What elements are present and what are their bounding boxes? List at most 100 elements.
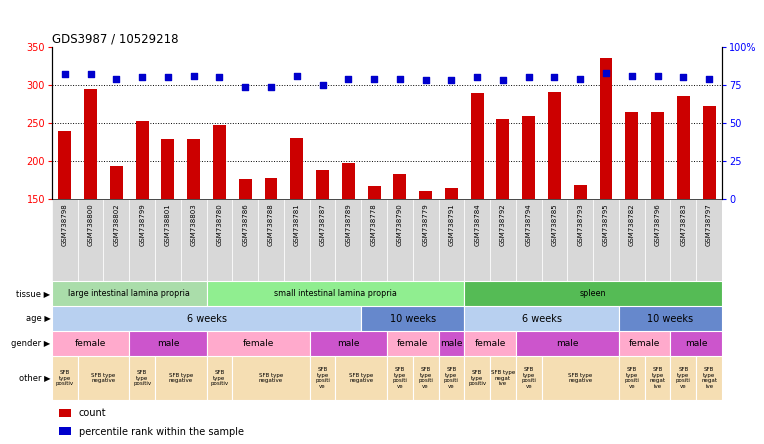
Point	[85, 71, 97, 78]
Point	[600, 69, 612, 76]
Bar	[136, 121, 148, 313]
Text: SFB
type
negat
ive: SFB type negat ive	[649, 367, 665, 389]
Text: GSM738780: GSM738780	[216, 203, 222, 246]
Point	[290, 72, 303, 79]
Bar	[619, 199, 645, 281]
Text: GSM738798: GSM738798	[62, 203, 68, 246]
Point	[497, 77, 509, 84]
Bar	[490, 199, 516, 281]
Bar	[59, 409, 71, 417]
Bar	[316, 170, 329, 313]
Text: GSM738794: GSM738794	[526, 203, 532, 246]
Bar	[619, 356, 645, 400]
Bar	[497, 119, 510, 313]
Bar	[78, 199, 103, 281]
Text: GSM738783: GSM738783	[680, 203, 686, 246]
Bar	[58, 131, 71, 313]
Bar	[490, 356, 516, 400]
Text: GSM738803: GSM738803	[191, 203, 196, 246]
Bar	[387, 199, 413, 281]
Point	[368, 75, 380, 83]
Bar	[465, 281, 722, 306]
Point	[703, 75, 715, 83]
Bar	[696, 199, 722, 281]
Text: SFB type
negative: SFB type negative	[92, 373, 115, 384]
Bar	[465, 306, 619, 331]
Bar	[619, 331, 671, 356]
Text: SFB
type
negat
ive: SFB type negat ive	[701, 367, 717, 389]
Text: female: female	[474, 339, 506, 348]
Text: spleen: spleen	[580, 289, 607, 298]
Text: 6 weeks: 6 weeks	[186, 313, 227, 324]
Bar	[309, 331, 387, 356]
Point	[626, 72, 638, 79]
Bar	[155, 356, 206, 400]
Bar	[309, 199, 335, 281]
Text: GSM738786: GSM738786	[242, 203, 248, 246]
Text: SFB
type
positi
ve: SFB type positi ve	[393, 367, 407, 389]
Bar	[206, 331, 309, 356]
Bar	[439, 199, 465, 281]
Bar	[161, 139, 174, 313]
Text: GSM738781: GSM738781	[294, 203, 299, 246]
Bar	[361, 199, 387, 281]
Bar	[129, 199, 155, 281]
Point	[188, 72, 200, 79]
Bar	[593, 199, 619, 281]
Text: large intestinal lamina propria: large intestinal lamina propria	[68, 289, 190, 298]
Text: GSM738801: GSM738801	[165, 203, 171, 246]
Bar	[84, 89, 97, 313]
Text: SFB type
negative: SFB type negative	[349, 373, 374, 384]
Bar	[471, 93, 484, 313]
Text: GSM738800: GSM738800	[88, 203, 94, 246]
Text: GSM738788: GSM738788	[268, 203, 274, 246]
Text: GSM738796: GSM738796	[655, 203, 661, 246]
Text: GSM738787: GSM738787	[319, 203, 325, 246]
Bar	[129, 331, 206, 356]
Point	[549, 74, 561, 81]
Text: GSM738799: GSM738799	[139, 203, 145, 246]
Text: GDS3987 / 10529218: GDS3987 / 10529218	[52, 33, 179, 46]
Bar	[367, 186, 380, 313]
Bar	[393, 174, 406, 313]
Bar	[181, 199, 206, 281]
Text: GSM738784: GSM738784	[474, 203, 480, 246]
Bar	[465, 356, 490, 400]
Point	[110, 75, 122, 83]
Point	[523, 74, 535, 81]
Bar	[52, 306, 361, 331]
Bar	[155, 199, 181, 281]
Text: gender ▶: gender ▶	[11, 339, 50, 348]
Text: female: female	[397, 339, 429, 348]
Bar	[361, 306, 465, 331]
Text: GSM738797: GSM738797	[706, 203, 712, 246]
Text: GSM738793: GSM738793	[578, 203, 583, 246]
Text: SFB type
negative: SFB type negative	[568, 373, 592, 384]
Point	[213, 74, 225, 81]
Point	[652, 72, 664, 79]
Bar	[542, 356, 619, 400]
Text: GSM738789: GSM738789	[345, 203, 351, 246]
Text: SFB
type
positi
ve: SFB type positi ve	[444, 367, 459, 389]
Text: GSM738802: GSM738802	[113, 203, 119, 246]
Text: 6 weeks: 6 weeks	[522, 313, 562, 324]
Bar	[516, 356, 542, 400]
Bar	[206, 281, 465, 306]
Text: SFB
type
positiv: SFB type positiv	[133, 370, 151, 386]
Bar	[645, 356, 671, 400]
Bar	[626, 111, 638, 313]
Bar	[671, 199, 696, 281]
Bar	[516, 199, 542, 281]
Point	[445, 77, 458, 84]
Text: SFB
type
positiv: SFB type positiv	[210, 370, 228, 386]
Bar	[523, 116, 535, 313]
Bar	[284, 199, 309, 281]
Bar	[600, 59, 613, 313]
Text: 10 weeks: 10 weeks	[390, 313, 435, 324]
Bar	[542, 199, 568, 281]
Bar	[574, 185, 587, 313]
Bar	[213, 124, 226, 313]
Text: male: male	[556, 339, 578, 348]
Bar	[52, 356, 78, 400]
Bar	[232, 199, 258, 281]
